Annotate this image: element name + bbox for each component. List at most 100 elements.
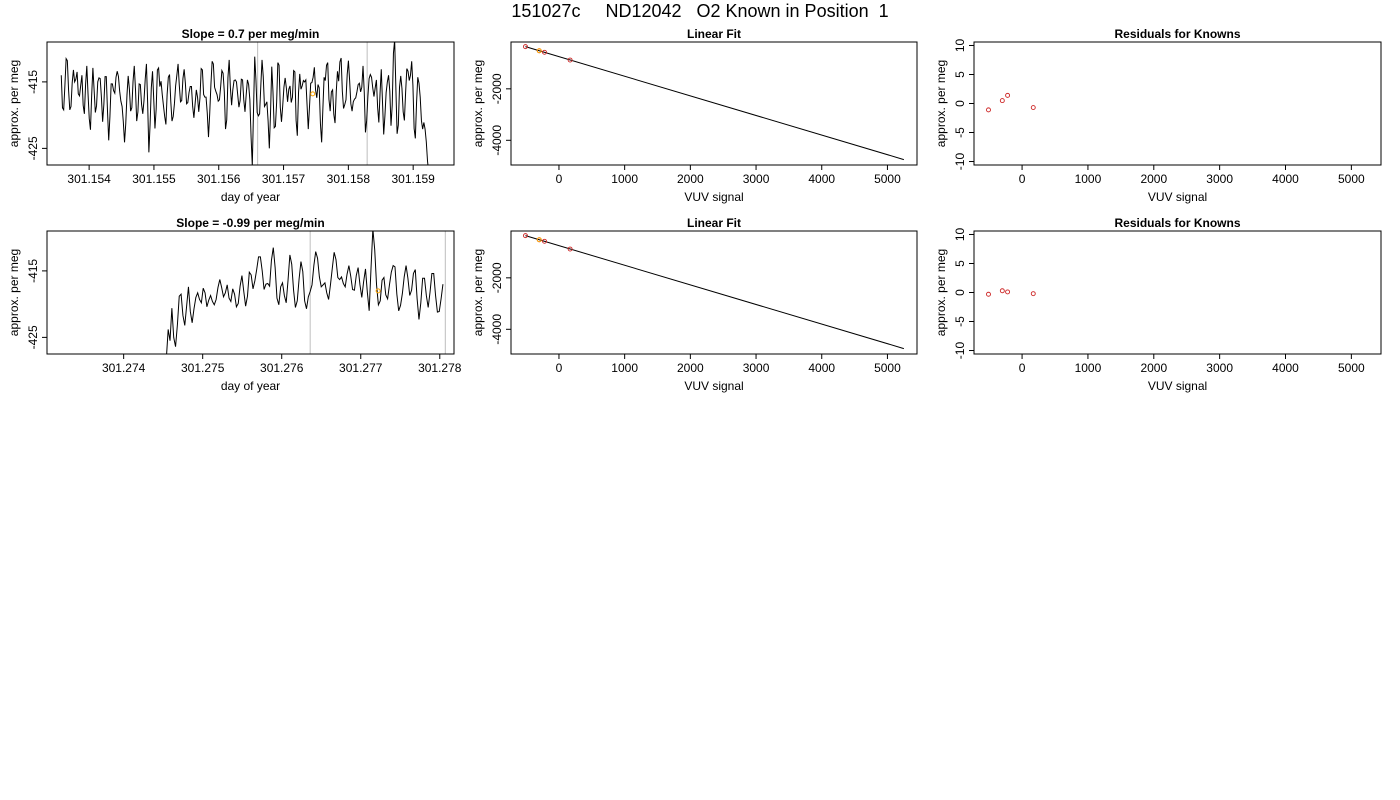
panel-4-ytick-label-2: -415 <box>26 259 40 283</box>
panel-4-xtick-label-2: 301.275 <box>181 361 225 375</box>
panel-6-title: Residuals for Knowns <box>1114 216 1240 230</box>
panel-1-ytick-label-1: -425 <box>26 136 40 160</box>
panel-3-xtick-label-6: 5000 <box>1338 172 1365 186</box>
panel-6-ytick-label-3: 0 <box>953 289 967 296</box>
panel-5-point-1 <box>523 233 528 239</box>
panel-2-xtick-label-2: 1000 <box>611 172 638 186</box>
panel-3-xtick-label-5: 4000 <box>1272 172 1299 186</box>
panel-5-point-3 <box>542 238 547 244</box>
panel-5-highlight-point <box>536 237 542 243</box>
panel-2-point-3 <box>542 49 547 55</box>
panel-2-point-1 <box>523 44 528 50</box>
panel-1-frame <box>46 41 455 166</box>
panel-3: Residuals for Knowns 0 1000 2000 3000 4000 500… <box>934 27 1382 204</box>
panel-3-title: Residuals for Knowns <box>1114 27 1240 41</box>
panel-6-ylabel: approx. per meg <box>934 249 948 336</box>
panel-1-xtick-label-5: 301.158 <box>327 172 371 186</box>
panel-3-xlabel: VUV signal <box>1148 190 1207 204</box>
panel-5-ylabel: approx. per meg <box>471 249 485 336</box>
panel-2-xtick-label-4: 3000 <box>743 172 770 186</box>
panel-2-fit-line <box>525 46 905 161</box>
panel-1-xtick-label-4: 301.157 <box>262 172 306 186</box>
page-title: 151027c ND12042 O2 Known in Position 1 <box>511 1 889 21</box>
panel-6-xtick-label-2: 1000 <box>1075 361 1102 375</box>
panel-2-point-4 <box>567 57 573 63</box>
panel-3-ytick-label-4: 5 <box>953 71 967 78</box>
panel-2-xlabel: VUV signal <box>684 190 743 204</box>
panel-3-point-3 <box>1005 92 1011 98</box>
panel-4-xtick-label-5: 301.278 <box>418 361 462 375</box>
panel-5-xtick-label-4: 3000 <box>743 361 770 375</box>
panel-4-xtick-label-3: 301.276 <box>260 361 304 375</box>
panel-2-xtick-label-3: 2000 <box>677 172 704 186</box>
panel-3-ytick-label-5: 10 <box>953 38 967 52</box>
panel-1-xtick-label-3: 301.156 <box>197 172 241 186</box>
panel-2-ytick-label-1: -4000 <box>490 125 504 156</box>
panel-5-xlabel: VUV signal <box>684 379 743 393</box>
panel-5-point-4 <box>567 246 573 252</box>
panel-4-title: Slope = -0.99 per meg/min <box>176 216 324 230</box>
panel-5-ytick-label-2: -2000 <box>490 262 504 293</box>
panel-6-ytick-label-2: -5 <box>953 316 967 327</box>
panel-6-ytick-label-5: 10 <box>953 227 967 241</box>
panel-2-ylabel: approx. per meg <box>471 60 485 147</box>
panel-6-xlabel: VUV signal <box>1148 379 1207 393</box>
panel-5-frame <box>510 230 918 355</box>
panel-6-point-1 <box>986 291 991 297</box>
panel-2-xtick-label-1: 0 <box>556 172 563 186</box>
panel-3-point-4 <box>1030 105 1036 111</box>
panel-5-xtick-label-1: 0 <box>556 361 563 375</box>
panel-6-xtick-label-1: 0 <box>1019 361 1026 375</box>
panel-2-frame <box>510 41 918 166</box>
panel-6-ytick-label-4: 5 <box>953 260 967 267</box>
panel-3-xtick-label-1: 0 <box>1019 172 1026 186</box>
panel-6-xtick-label-4: 3000 <box>1206 361 1233 375</box>
panel-5-xtick-label-5: 4000 <box>808 361 835 375</box>
panel-5-xtick-label-6: 5000 <box>874 361 901 375</box>
panel-6-xtick-label-5: 4000 <box>1272 361 1299 375</box>
panel-4-ytick-label-1: -425 <box>26 325 40 349</box>
panel-6: Residuals for Knowns 0 1000 2000 3000 4000 500… <box>934 216 1382 393</box>
panel-1-series-1 <box>60 42 429 165</box>
panel-1-ylabel: approx. per meg <box>7 60 21 147</box>
panel-5-fit-line <box>525 235 905 350</box>
panel-2-ytick-label-2: -2000 <box>490 73 504 104</box>
panel-3-ytick-label-2: -5 <box>953 127 967 138</box>
panel-1-xtick-label-6: 301.159 <box>391 172 435 186</box>
panel-4-xtick-label-4: 301.277 <box>339 361 383 375</box>
panel-5-ytick-label-1: -4000 <box>490 314 504 345</box>
panel-4-highlight-point <box>375 288 381 294</box>
panel-1-ytick-label-2: -415 <box>26 70 40 94</box>
panel-1-title: Slope = 0.7 per meg/min <box>182 27 320 41</box>
panel-6-point-3 <box>1005 289 1011 295</box>
panel-1-xtick-label-2: 301.155 <box>132 172 176 186</box>
panel-4-xtick-label-1: 301.274 <box>102 361 146 375</box>
panel-1-xlabel: day of year <box>221 190 280 204</box>
panel-6-ytick-label-1: -10 <box>953 342 967 360</box>
panel-3-point-2 <box>999 98 1005 104</box>
panel-5-title: Linear Fit <box>687 216 741 230</box>
panel-1-highlight-point <box>310 91 316 97</box>
panel-5-xtick-label-3: 2000 <box>677 361 704 375</box>
panel-3-point-1 <box>986 107 991 113</box>
panel-1: Slope = 0.7 per meg/min 301.154 301.155 301… <box>7 27 455 204</box>
panel-4-ylabel: approx. per meg <box>7 249 21 336</box>
panel-6-point-2 <box>999 288 1005 294</box>
panel-2-title: Linear Fit <box>687 27 741 41</box>
panel-2-xtick-label-5: 4000 <box>808 172 835 186</box>
panel-3-ytick-label-1: -10 <box>953 153 967 171</box>
panel-6-xtick-label-3: 2000 <box>1140 361 1167 375</box>
panel-4-xlabel: day of year <box>221 379 280 393</box>
panel-2: Linear Fit 0 1000 2000 3000 4000 5000 -4000 -200… <box>471 27 918 204</box>
panel-3-xtick-label-3: 2000 <box>1140 172 1167 186</box>
panel-3-ylabel: approx. per meg <box>934 60 948 147</box>
panel-5-xtick-label-2: 1000 <box>611 361 638 375</box>
panel-3-frame <box>973 41 1382 166</box>
panel-3-xtick-label-2: 1000 <box>1075 172 1102 186</box>
panel-4: Slope = -0.99 per meg/min 301.274 301.275 3… <box>7 216 462 393</box>
panel-6-xtick-label-6: 5000 <box>1338 361 1365 375</box>
panel-3-xtick-label-4: 3000 <box>1206 172 1233 186</box>
panel-2-xtick-label-6: 5000 <box>874 172 901 186</box>
panel-4-frame <box>46 230 455 355</box>
